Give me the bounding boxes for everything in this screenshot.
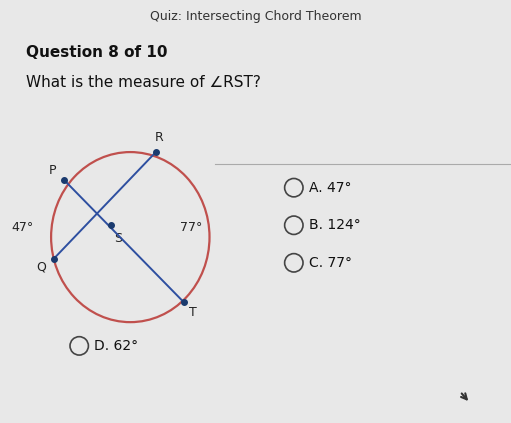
Text: P: P <box>49 165 57 177</box>
Text: A. 47°: A. 47° <box>309 181 351 195</box>
Text: T: T <box>189 306 197 319</box>
Text: B. 124°: B. 124° <box>309 218 360 232</box>
Text: S: S <box>114 231 123 244</box>
Text: C. 77°: C. 77° <box>309 256 352 270</box>
Text: 77°: 77° <box>180 221 203 234</box>
Text: 47°: 47° <box>12 221 34 234</box>
Text: Question 8 of 10: Question 8 of 10 <box>26 45 167 60</box>
Text: R: R <box>154 131 164 144</box>
Text: Q: Q <box>37 261 47 273</box>
Text: D. 62°: D. 62° <box>94 339 138 353</box>
Text: What is the measure of ∠RST?: What is the measure of ∠RST? <box>26 75 261 90</box>
Text: Quiz: Intersecting Chord Theorem: Quiz: Intersecting Chord Theorem <box>150 10 361 23</box>
